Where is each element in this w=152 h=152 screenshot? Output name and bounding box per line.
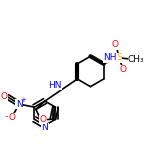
Text: -: - bbox=[5, 112, 8, 121]
Text: CH₃: CH₃ bbox=[128, 55, 145, 64]
Text: O: O bbox=[0, 92, 7, 101]
Text: +: + bbox=[20, 97, 26, 103]
Text: NH: NH bbox=[103, 53, 116, 62]
Text: N: N bbox=[41, 123, 48, 132]
Text: N: N bbox=[16, 100, 23, 109]
Text: HN: HN bbox=[48, 81, 62, 90]
Text: O: O bbox=[120, 65, 127, 74]
Text: O: O bbox=[112, 40, 119, 49]
Text: S: S bbox=[116, 53, 122, 62]
Text: O: O bbox=[8, 113, 15, 122]
Text: O: O bbox=[40, 115, 47, 124]
